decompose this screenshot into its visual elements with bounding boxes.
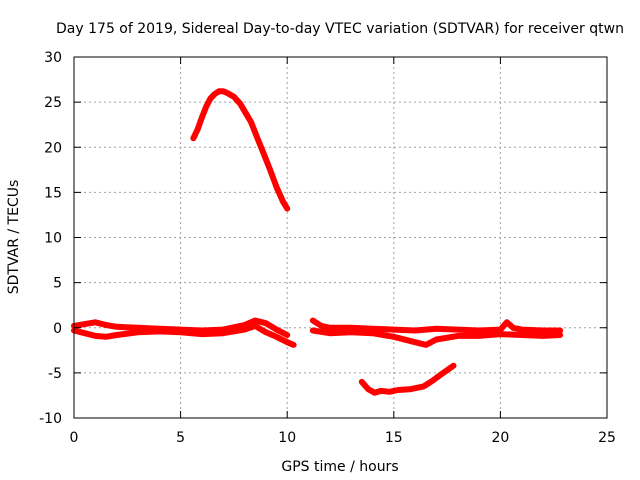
series-dip xyxy=(358,362,457,396)
y-tick-label: 25 xyxy=(44,95,62,111)
x-tick-label: 20 xyxy=(491,430,509,446)
y-tick-label: 20 xyxy=(44,140,62,156)
y-tick-label: 15 xyxy=(44,185,62,201)
y-tick-labels: -10 -5 0 5 10 15 20 25 30 xyxy=(39,50,62,427)
chart-title: Day 175 of 2019, Sidereal Day-to-day VTE… xyxy=(56,21,624,37)
series-hump xyxy=(190,88,291,212)
grid xyxy=(74,57,607,418)
x-tick-label: 15 xyxy=(385,430,403,446)
ticks xyxy=(73,56,608,419)
series-band-upper-late xyxy=(309,317,564,334)
y-tick-label: -10 xyxy=(39,411,62,427)
y-tick-label: -5 xyxy=(48,366,62,382)
series-band-lower-late xyxy=(309,327,564,348)
series-layer xyxy=(71,88,564,396)
y-tick-label: 0 xyxy=(53,321,62,337)
x-tick-labels: 0 5 10 15 20 25 xyxy=(70,430,616,446)
y-tick-label: 30 xyxy=(44,50,62,66)
x-tick-label: 10 xyxy=(278,430,296,446)
y-tick-label: 5 xyxy=(53,276,62,292)
y-tick-label: 10 xyxy=(44,231,62,247)
x-tick-label: 5 xyxy=(176,430,185,446)
y-axis-label: SDTVAR / TECUs xyxy=(6,180,22,295)
series-band-lower-early xyxy=(71,322,297,348)
x-tick-label: 0 xyxy=(70,430,79,446)
x-axis-label: GPS time / hours xyxy=(281,459,398,475)
x-tick-label: 25 xyxy=(598,430,616,446)
